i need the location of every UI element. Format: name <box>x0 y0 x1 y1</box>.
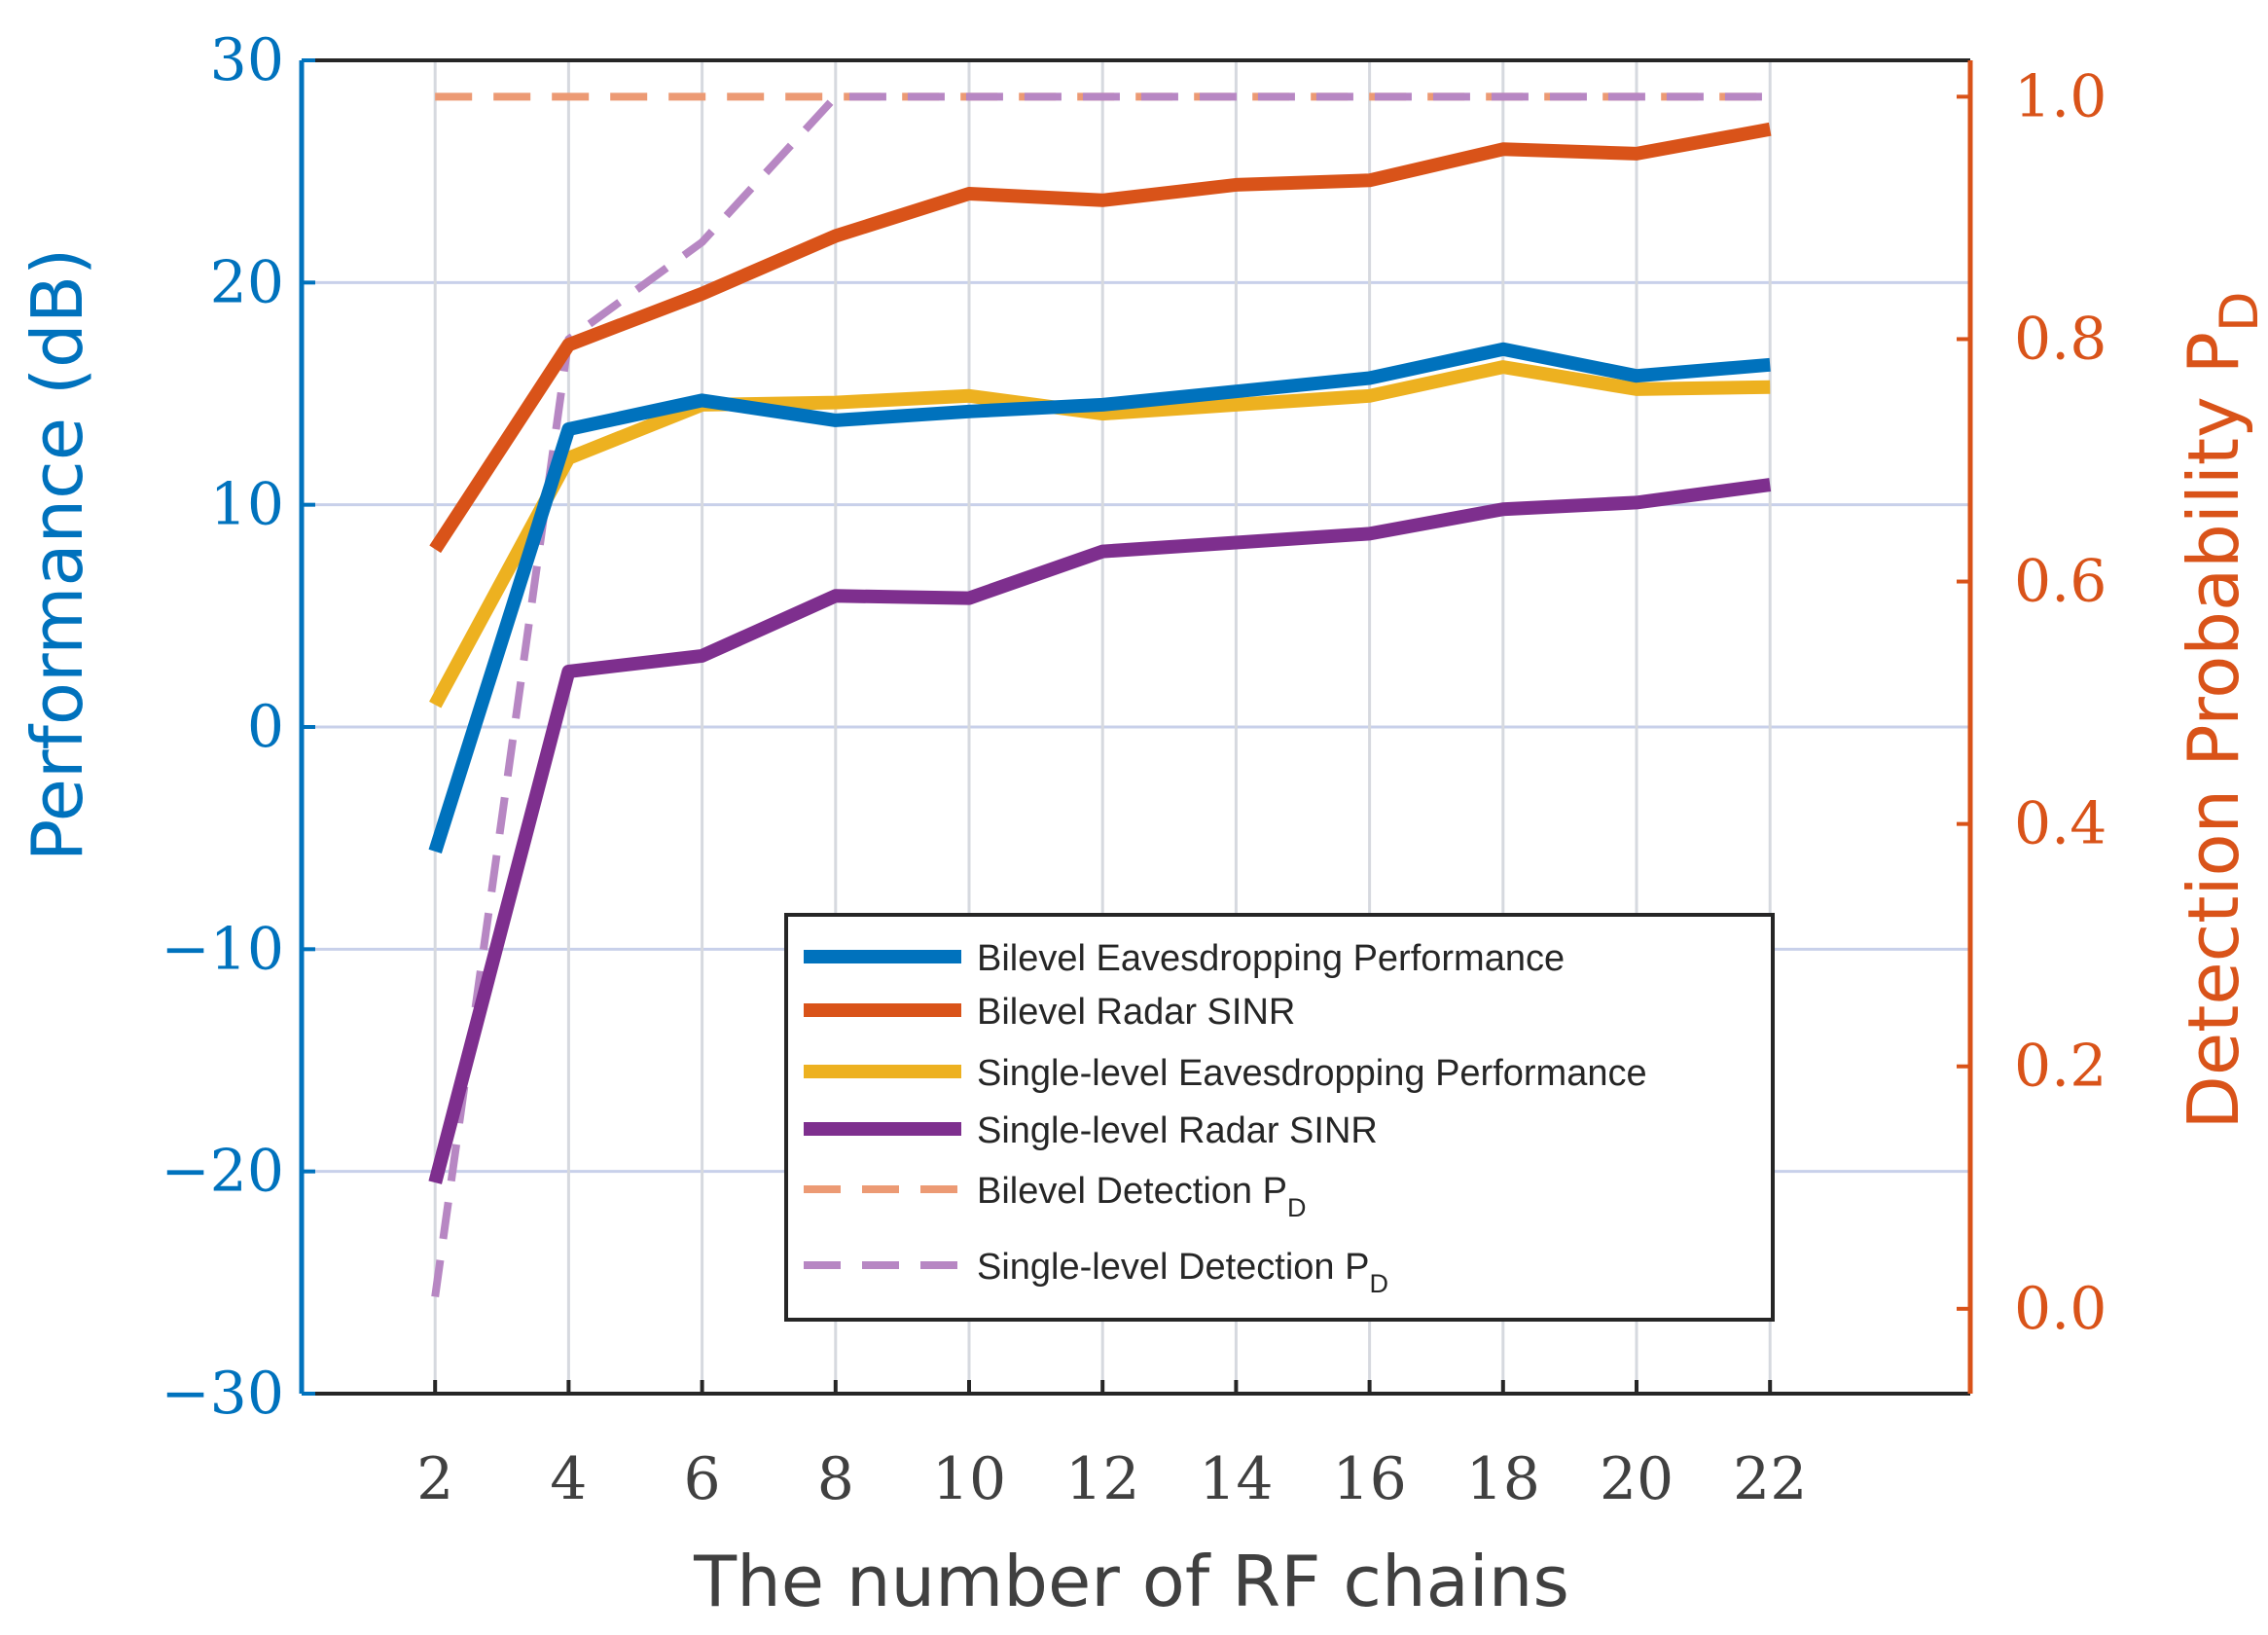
y-axis-right-label-sub: D <box>2209 291 2268 332</box>
series-line-4 <box>428 478 1772 1184</box>
x-axis-label: The number of RF chains <box>693 1541 1569 1622</box>
x-tick-label: 12 <box>1065 1445 1139 1513</box>
series-line-3 <box>429 360 1771 708</box>
legend-label-5: Bilevel Detection PD <box>977 1171 1306 1222</box>
x-tick-label: 4 <box>550 1445 587 1513</box>
x-tick-label: 20 <box>1600 1445 1674 1513</box>
y-right-tick-label: 0.8 <box>2014 305 2106 373</box>
y-right-tick-label: 0.2 <box>2014 1033 2106 1101</box>
x-tick-label: 2 <box>416 1445 453 1513</box>
y-left-tick-label: 10 <box>210 471 284 539</box>
x-tick-label: 6 <box>684 1445 721 1513</box>
ticks: −30 −20 −10 0 10 20 30 0.0 0.2 0.4 0.6 0.8 1.0 2 4 6 8 10… <box>161 26 2106 1513</box>
x-tick-label: 18 <box>1466 1445 1540 1513</box>
series-group <box>428 92 1772 1297</box>
legend-label-3: Single-level Eavesdropping Performance <box>977 1053 1647 1094</box>
series-line-2 <box>429 122 1772 554</box>
y-axis-right-label-main: Detection Probability P <box>2173 332 2254 1130</box>
y-left-tick-label: −10 <box>161 915 284 983</box>
y-left-tick-label: 0 <box>247 693 284 761</box>
legend-label-4: Single-level Radar SINR <box>977 1110 1378 1151</box>
x-tick-label: 8 <box>817 1445 854 1513</box>
y-left-tick-label: −30 <box>161 1360 284 1428</box>
legend-label-1: Bilevel Eavesdropping Performance <box>977 938 1565 979</box>
y-left-tick-label: −20 <box>161 1138 284 1206</box>
series-line-1 <box>428 342 1771 854</box>
y-axis-right-label: Detection Probability PD <box>2173 291 2268 1129</box>
y-right-tick-label: 0.4 <box>2014 790 2106 858</box>
y-left-tick-label: 30 <box>210 26 284 94</box>
series-line-6 <box>431 92 1771 1297</box>
x-tick-label: 14 <box>1199 1445 1273 1513</box>
legend-label-6: Single-level Detection PD <box>977 1247 1388 1298</box>
legend-label-2: Bilevel Radar SINR <box>977 992 1295 1033</box>
legend: Bilevel Eavesdropping Performance Bilevel… <box>784 913 1775 1322</box>
legend-box <box>784 913 1775 1322</box>
x-tick-label: 16 <box>1332 1445 1406 1513</box>
x-tick-label: 22 <box>1733 1445 1807 1513</box>
x-tick-label: 10 <box>932 1445 1006 1513</box>
y-axis-left-label: Performance (dB) <box>17 248 98 861</box>
y-right-tick-label: 0.0 <box>2014 1275 2106 1343</box>
y-left-tick-label: 20 <box>210 248 284 316</box>
y-right-tick-label: 1.0 <box>2014 62 2106 130</box>
y-right-tick-label: 0.6 <box>2014 548 2106 616</box>
